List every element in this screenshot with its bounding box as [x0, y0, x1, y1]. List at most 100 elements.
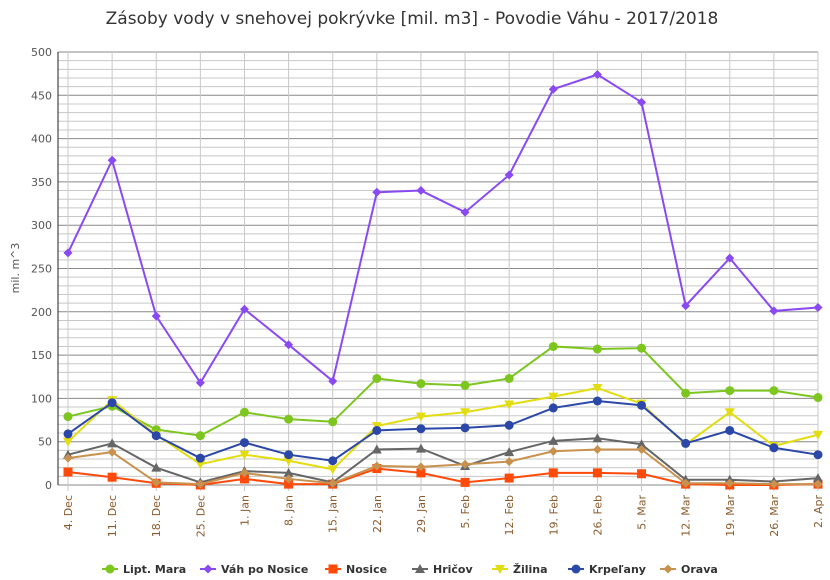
legend-label: Krpeľany [589, 563, 646, 576]
data-point [416, 462, 426, 472]
data-point [769, 386, 779, 396]
data-point [63, 437, 73, 447]
series-v-h-po-nosice [63, 70, 823, 388]
legend-label: Nosice [346, 563, 387, 576]
y-tick-label: 100 [31, 392, 52, 405]
data-point [372, 187, 382, 197]
legend-marker [571, 564, 581, 574]
data-point [681, 478, 691, 488]
data-point [548, 403, 558, 413]
data-point [416, 379, 426, 389]
data-point [63, 467, 73, 477]
legend-item[interactable]: Orava [660, 563, 718, 576]
legend-item[interactable]: Váh po Nosice [200, 563, 308, 576]
data-point [328, 376, 338, 386]
legend-marker [663, 564, 673, 574]
data-point [284, 474, 294, 484]
data-point [681, 388, 691, 398]
data-point [63, 453, 73, 463]
y-tick-label: 300 [31, 219, 52, 232]
data-point [504, 420, 514, 430]
data-point [195, 453, 205, 463]
data-point [637, 400, 647, 410]
legend-label: Lipt. Mara [123, 563, 186, 576]
data-point [769, 479, 779, 489]
data-point [460, 459, 470, 469]
y-tick-label: 500 [31, 46, 52, 59]
x-tick-label: 12. Mar [680, 495, 693, 537]
legend-item[interactable]: Žilina [492, 563, 548, 576]
series-lipt-mara [63, 341, 823, 441]
data-point [769, 443, 779, 453]
data-point [283, 456, 294, 466]
legend-label: Orava [681, 563, 718, 576]
data-point [725, 253, 735, 263]
data-point [416, 424, 426, 434]
data-point [725, 425, 735, 435]
y-axis-label: mil. m^3 [9, 243, 22, 294]
data-point [592, 70, 602, 80]
data-point [813, 473, 823, 483]
legend-marker [328, 564, 338, 574]
data-point [813, 479, 823, 489]
data-point [151, 431, 161, 441]
legend-marker [105, 564, 115, 574]
data-point [637, 343, 647, 353]
data-point [415, 443, 426, 453]
data-point [548, 341, 558, 351]
y-tick-label: 0 [45, 479, 52, 492]
x-tick-label: 29. Jan [415, 495, 428, 533]
legend-label: Hričov [433, 563, 473, 576]
data-point [372, 425, 382, 435]
x-tick-label: 19. Feb [547, 495, 560, 535]
data-point [239, 468, 249, 478]
data-point [813, 430, 823, 440]
data-point [637, 97, 647, 107]
data-point [284, 479, 294, 489]
legend-label: Váh po Nosice [221, 563, 308, 576]
series-line [67, 386, 819, 471]
legend-item[interactable]: Krpeľany [568, 563, 646, 576]
data-point [813, 450, 823, 460]
data-point [813, 393, 823, 403]
data-point [460, 477, 470, 487]
data-point [504, 473, 514, 483]
data-point [239, 304, 249, 314]
y-tick-label: 250 [31, 263, 52, 276]
data-point [415, 412, 426, 422]
data-point [592, 344, 602, 354]
series-line [67, 437, 819, 484]
data-point [283, 467, 294, 477]
legend-marker [415, 564, 425, 573]
x-tick-label: 19. Mar [724, 495, 737, 537]
data-point [63, 248, 73, 258]
data-point [460, 408, 471, 418]
data-point [724, 408, 735, 418]
legend-item[interactable]: Hričov [412, 563, 473, 576]
data-point [107, 438, 118, 448]
data-point [151, 311, 161, 321]
x-tick-label: 26. Mar [768, 495, 781, 537]
data-point [460, 423, 470, 433]
series-line [67, 73, 819, 385]
data-point [107, 398, 117, 408]
data-point [328, 456, 338, 466]
x-tick-label: 5. Feb [459, 495, 472, 528]
x-tick-label: 5. Mar [636, 495, 649, 530]
x-tick-label: 22. Jan [371, 495, 384, 533]
data-point [107, 447, 117, 457]
data-point [195, 431, 205, 441]
legend-item[interactable]: Lipt. Mara [102, 563, 186, 576]
data-point [239, 438, 249, 448]
data-point [636, 439, 647, 449]
data-point [637, 444, 647, 454]
grid [57, 51, 819, 491]
data-point [327, 465, 338, 475]
data-point [592, 444, 602, 454]
data-point [63, 412, 73, 422]
legend-item[interactable]: Nosice [325, 563, 387, 576]
x-tick-label: 12. Feb [503, 495, 516, 535]
series-orava [63, 444, 823, 489]
